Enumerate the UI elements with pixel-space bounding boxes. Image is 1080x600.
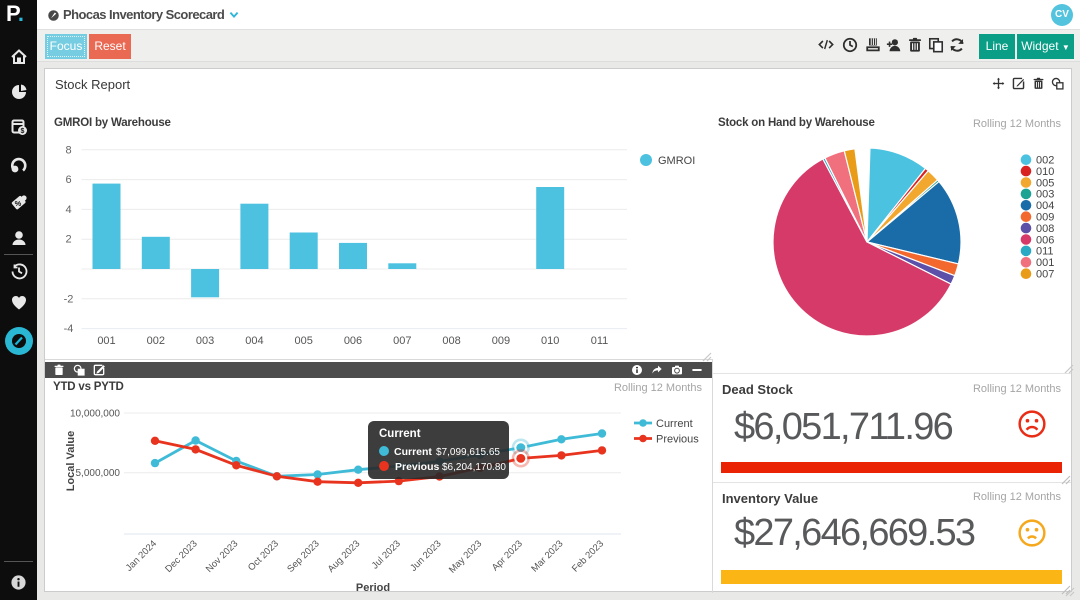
svg-text:001: 001 [1036, 257, 1054, 269]
svg-text:004: 004 [1036, 200, 1054, 212]
svg-text:008: 008 [442, 335, 460, 347]
svg-text:5,000,000: 5,000,000 [76, 468, 121, 479]
svg-text:006: 006 [344, 335, 362, 347]
svg-text:Dec 2023: Dec 2023 [163, 538, 200, 575]
svg-text:Aug 2023: Aug 2023 [326, 538, 363, 575]
svg-text:001: 001 [97, 335, 115, 347]
svg-text:Nov 2023: Nov 2023 [204, 538, 241, 575]
svg-text:002: 002 [147, 335, 165, 347]
svg-text:Previous: Previous [395, 461, 440, 473]
svg-text:-4: -4 [64, 323, 74, 335]
svg-text:Period: Period [356, 582, 390, 593]
svg-text:007: 007 [393, 335, 411, 347]
svg-text:$7,099,615.65: $7,099,615.65 [436, 447, 500, 458]
svg-text:005: 005 [1036, 177, 1054, 189]
svg-text:011: 011 [591, 335, 609, 347]
svg-text:Sep 2023: Sep 2023 [285, 538, 322, 575]
svg-text:$: $ [21, 128, 25, 135]
svg-text:Mar 2023: Mar 2023 [529, 538, 565, 574]
svg-text:4: 4 [65, 204, 71, 216]
svg-text:Jun 2023: Jun 2023 [408, 538, 443, 573]
svg-text:010: 010 [1036, 166, 1054, 178]
svg-text:004: 004 [245, 335, 263, 347]
svg-text:Previous: Previous [656, 434, 699, 446]
svg-text:2: 2 [65, 234, 71, 246]
svg-text:008: 008 [1036, 223, 1054, 235]
svg-text:006: 006 [1036, 234, 1054, 246]
svg-text:8: 8 [65, 144, 71, 156]
svg-text:Oct 2023: Oct 2023 [246, 538, 281, 573]
svg-text:003: 003 [1036, 189, 1054, 201]
svg-text:003: 003 [196, 335, 214, 347]
svg-text:009: 009 [1036, 212, 1054, 224]
svg-text:Apr 2023: Apr 2023 [490, 538, 525, 573]
svg-text:011: 011 [1036, 246, 1054, 258]
svg-text:009: 009 [492, 335, 510, 347]
svg-text:May 2023: May 2023 [447, 538, 484, 575]
svg-text:10,000,000: 10,000,000 [70, 409, 120, 420]
svg-text:Current: Current [656, 418, 693, 430]
svg-text:010: 010 [541, 335, 559, 347]
svg-text:Jul 2023: Jul 2023 [370, 538, 403, 571]
svg-text:002: 002 [1036, 155, 1054, 167]
svg-text:007: 007 [1036, 269, 1054, 281]
svg-text:005: 005 [295, 335, 313, 347]
svg-text:Local Value: Local Value [65, 431, 77, 492]
svg-text:6: 6 [65, 174, 71, 186]
svg-text:GMROI: GMROI [658, 155, 695, 167]
svg-text:Current: Current [379, 428, 421, 440]
svg-text:$6,204,170.80: $6,204,170.80 [442, 462, 506, 473]
svg-text:Current: Current [394, 446, 432, 458]
svg-text:-2: -2 [64, 293, 74, 305]
svg-text:Feb 2023: Feb 2023 [570, 538, 606, 574]
svg-text:%: % [15, 199, 22, 208]
svg-text:Jan 2024: Jan 2024 [124, 538, 159, 573]
